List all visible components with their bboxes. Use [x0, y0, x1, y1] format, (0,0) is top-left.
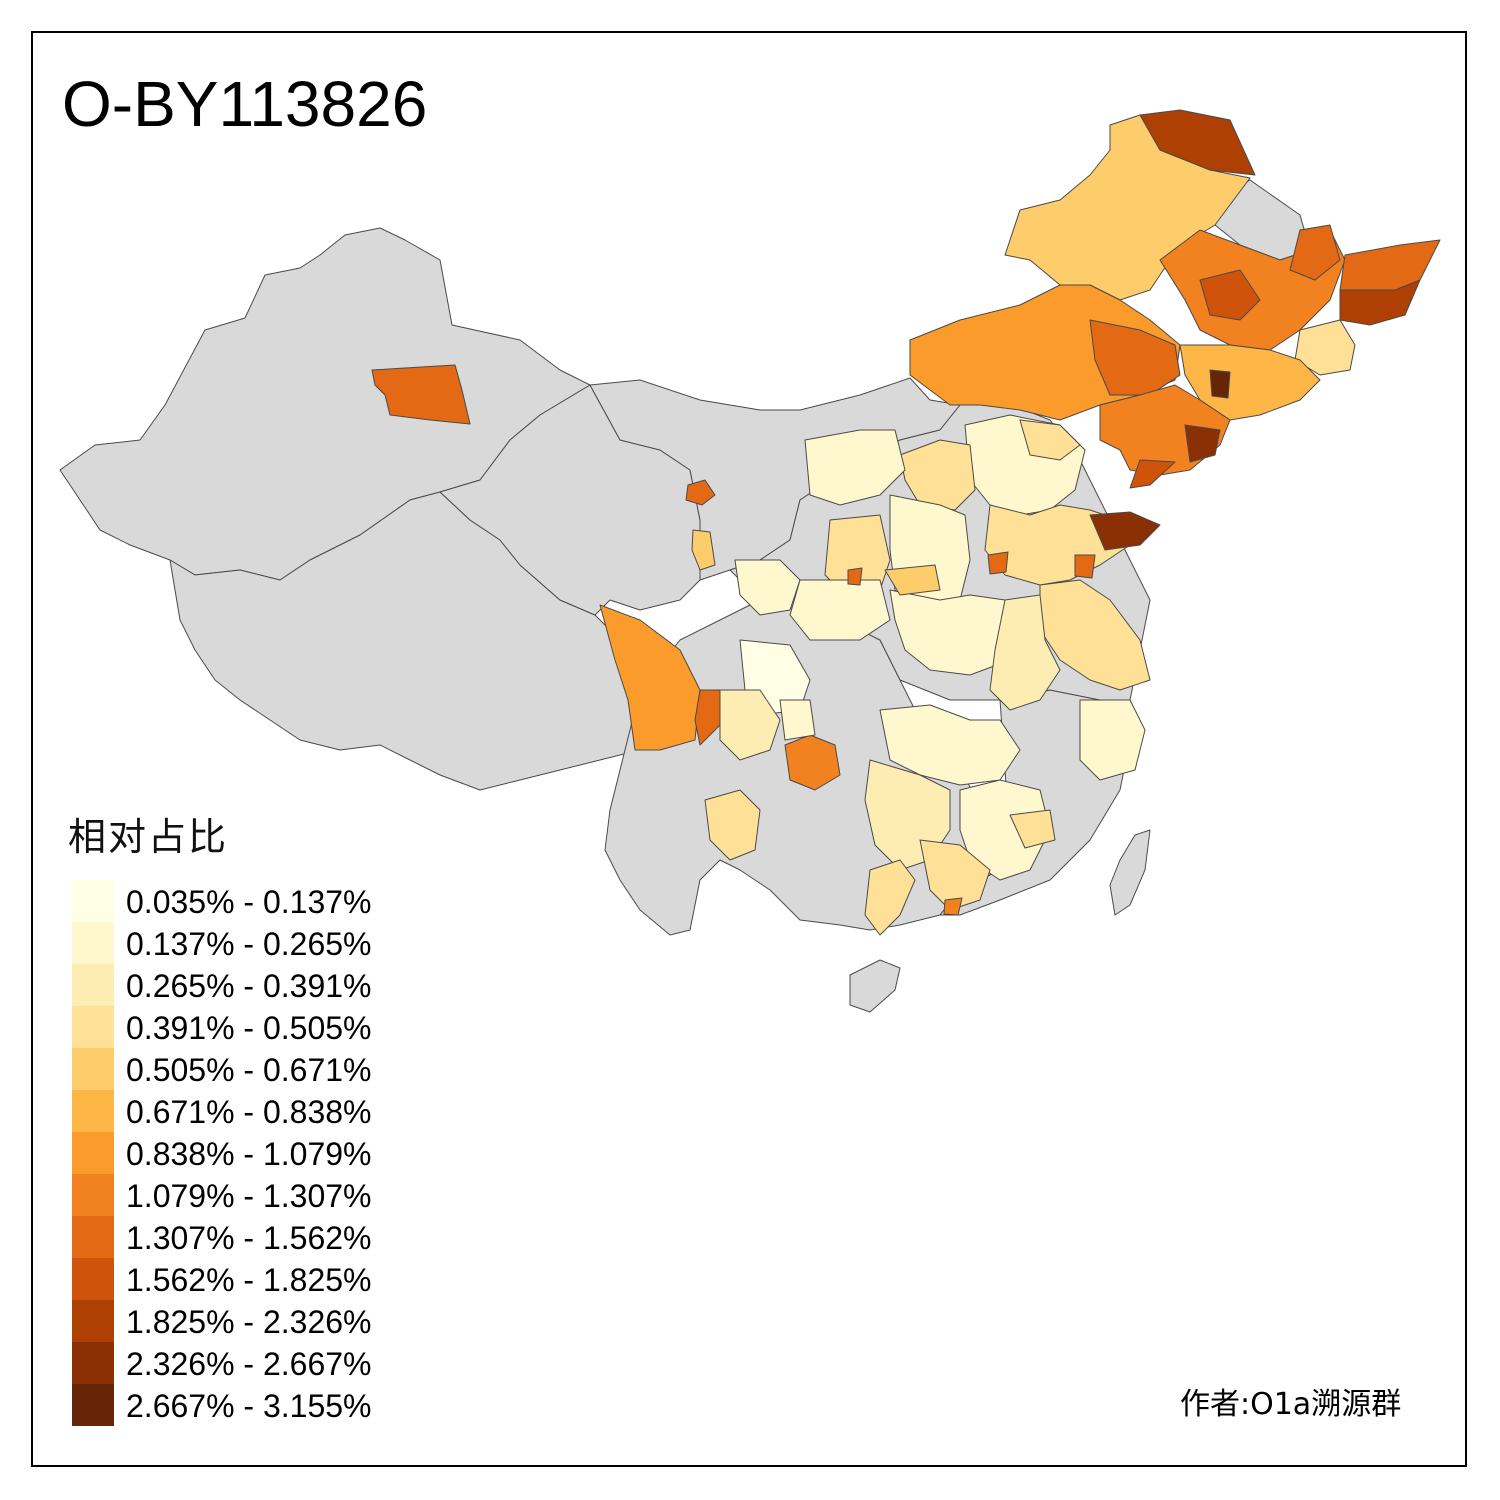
region-mohe [1139, 109, 1256, 176]
region-shanxi-nmg [899, 439, 976, 511]
region-tacheng [371, 364, 471, 425]
legend-swatch [72, 1174, 114, 1216]
region-harbin [1199, 269, 1261, 321]
legend-label: 0.671% - 0.838% [126, 1094, 372, 1130]
region-luoyang [884, 564, 941, 596]
region-aba [694, 689, 726, 746]
legend-swatch [72, 1384, 114, 1426]
region-hegang [1289, 224, 1341, 281]
legend-swatch [72, 1090, 114, 1132]
legend-swatch [72, 922, 114, 964]
region-beijing-area [1019, 419, 1081, 461]
region-guangdong [919, 839, 991, 911]
region-sichuan-east [719, 689, 781, 761]
legend-label: 0.838% - 1.079% [126, 1136, 372, 1172]
region-dalian [1129, 459, 1176, 489]
legend-label: 2.326% - 2.667% [126, 1346, 372, 1382]
legend-label: 1.562% - 1.825% [126, 1262, 372, 1298]
legend-label: 2.667% - 3.155% [126, 1388, 372, 1424]
legend-swatch [72, 1258, 114, 1300]
legend-label: 0.137% - 0.265% [126, 926, 372, 962]
legend-label: 1.307% - 1.562% [126, 1220, 372, 1256]
legend-label: 0.505% - 0.671% [126, 1052, 372, 1088]
region-ordos [804, 429, 906, 506]
legend-label: 1.825% - 2.326% [126, 1304, 372, 1340]
region-nmg-chifeng [1089, 319, 1181, 396]
region-dandong [1184, 424, 1221, 463]
region-qingdao [1089, 511, 1161, 551]
region-yunnan [704, 789, 761, 861]
region-lanzhou [685, 479, 716, 506]
legend-swatch [72, 1048, 114, 1090]
map-title: O-BY113826 [62, 68, 428, 140]
region-gansu-south [789, 579, 891, 641]
region-anhui [989, 594, 1061, 711]
region-rizhao [1074, 554, 1096, 579]
region-hubei [879, 704, 1021, 786]
region-tonghua [1209, 369, 1231, 399]
region-guizhou [779, 699, 816, 741]
author-credit: 作者:O1a溯源群 [1180, 1387, 1402, 1422]
legend-swatch [72, 1300, 114, 1342]
legend-swatch [72, 964, 114, 1006]
region-zhejiang [1079, 699, 1146, 781]
legend-swatch [72, 1006, 114, 1048]
legend-swatch [72, 1216, 114, 1258]
legend-swatch [72, 880, 114, 922]
region-guangxi [864, 859, 916, 936]
region-jiangsu [1039, 579, 1151, 691]
region-gansu-yellow [691, 529, 716, 571]
region-jiangxi [959, 779, 1051, 881]
region-jilin [1179, 344, 1321, 421]
region-ganzi [599, 604, 701, 751]
legend-label: 0.391% - 0.505% [126, 1010, 372, 1046]
region-hainan [849, 959, 901, 1013]
region-fujian-yellow [1009, 809, 1056, 849]
region-pingliang [847, 567, 863, 586]
region-shenzhen [943, 897, 963, 916]
region-shaanxi-south [734, 559, 801, 616]
region-taiwan [1109, 829, 1151, 916]
legend-label: 0.035% - 0.137% [126, 884, 372, 920]
legend-swatch [72, 1132, 114, 1174]
legend-label: 1.079% - 1.307% [126, 1178, 372, 1214]
legend-swatch [72, 1342, 114, 1384]
legend-title: 相对占比 [68, 815, 229, 859]
region-jining [987, 551, 1009, 575]
legend-label: 0.265% - 0.391% [126, 968, 372, 1004]
